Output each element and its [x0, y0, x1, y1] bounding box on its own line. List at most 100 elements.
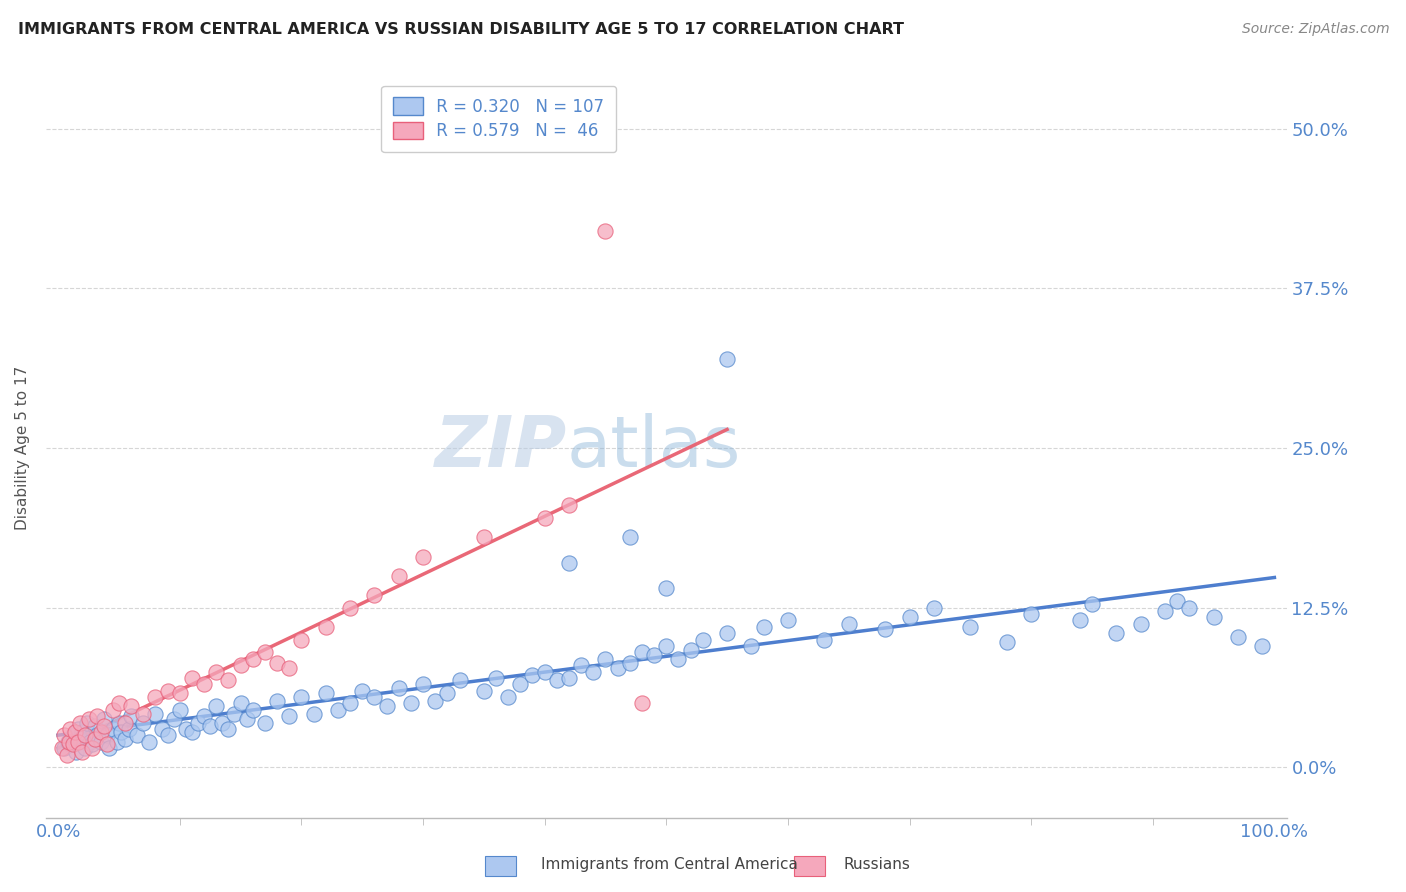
Point — [79, 735, 101, 749]
Y-axis label: Disability Age 5 to 17: Disability Age 5 to 17 — [15, 366, 30, 530]
Point — [56, 735, 79, 749]
Point — [66, 722, 89, 736]
Point — [533, 665, 555, 679]
Point — [922, 600, 945, 615]
Point — [72, 724, 94, 739]
Text: ZIP: ZIP — [434, 414, 567, 483]
Point — [558, 556, 581, 570]
Point — [388, 568, 411, 582]
Text: atlas: atlas — [567, 414, 741, 483]
Point — [108, 715, 131, 730]
Point — [93, 719, 115, 733]
Point — [169, 686, 191, 700]
Point — [76, 715, 98, 730]
Legend:  R = 0.320   N = 107,  R = 0.579   N =  46: R = 0.320 N = 107, R = 0.579 N = 46 — [381, 86, 616, 153]
Point — [1081, 597, 1104, 611]
Point — [363, 588, 385, 602]
Point — [229, 697, 252, 711]
Point — [1226, 630, 1249, 644]
Point — [174, 722, 197, 736]
Point — [1129, 617, 1152, 632]
Point — [181, 671, 204, 685]
Point — [1251, 639, 1274, 653]
Point — [156, 683, 179, 698]
Point — [655, 582, 678, 596]
Point — [339, 600, 361, 615]
Point — [63, 724, 86, 739]
Point — [399, 697, 422, 711]
Point — [266, 694, 288, 708]
Point — [1154, 605, 1177, 619]
Point — [1069, 614, 1091, 628]
Point — [838, 617, 860, 632]
Point — [242, 703, 264, 717]
Point — [101, 722, 124, 736]
Point — [339, 697, 361, 711]
Point — [302, 706, 325, 721]
Point — [101, 703, 124, 717]
Text: Immigrants from Central America: Immigrants from Central America — [541, 857, 799, 872]
Point — [127, 728, 149, 742]
Point — [375, 699, 398, 714]
Point — [692, 632, 714, 647]
Point — [631, 645, 654, 659]
Point — [315, 620, 337, 634]
Point — [114, 732, 136, 747]
Point — [181, 724, 204, 739]
Point — [156, 728, 179, 742]
Point — [1166, 594, 1188, 608]
Point — [73, 728, 96, 742]
Point — [96, 737, 118, 751]
Point — [169, 703, 191, 717]
Point — [86, 728, 108, 742]
Point — [606, 661, 628, 675]
Point — [205, 699, 228, 714]
Point — [110, 724, 132, 739]
Point — [96, 728, 118, 742]
Point — [412, 677, 434, 691]
Point — [1105, 626, 1128, 640]
Point — [959, 620, 981, 634]
Point — [619, 656, 641, 670]
Point — [315, 686, 337, 700]
Point — [290, 690, 312, 704]
Text: IMMIGRANTS FROM CENTRAL AMERICA VS RUSSIAN DISABILITY AGE 5 TO 17 CORRELATION CH: IMMIGRANTS FROM CENTRAL AMERICA VS RUSSI… — [18, 22, 904, 37]
Point — [363, 690, 385, 704]
Point — [59, 737, 82, 751]
Point — [496, 690, 519, 704]
Point — [69, 715, 91, 730]
Point — [546, 673, 568, 688]
Point — [436, 686, 458, 700]
Point — [278, 661, 301, 675]
Point — [90, 724, 112, 739]
Point — [485, 671, 508, 685]
Point — [82, 741, 104, 756]
Point — [266, 656, 288, 670]
Point — [875, 623, 897, 637]
Point — [138, 735, 160, 749]
Point — [229, 658, 252, 673]
Point — [569, 658, 592, 673]
Point — [472, 530, 495, 544]
Point — [224, 706, 246, 721]
Point — [53, 728, 76, 742]
Point — [51, 741, 73, 756]
Point — [235, 712, 257, 726]
Point — [449, 673, 471, 688]
Point — [1178, 600, 1201, 615]
Point — [114, 715, 136, 730]
Point — [619, 530, 641, 544]
Point — [558, 671, 581, 685]
Point — [193, 677, 215, 691]
Point — [412, 549, 434, 564]
Point — [668, 652, 690, 666]
Point — [120, 709, 142, 723]
Point — [120, 699, 142, 714]
Point — [740, 639, 762, 653]
Point — [679, 642, 702, 657]
Point — [163, 712, 186, 726]
Point — [253, 645, 276, 659]
Point — [83, 732, 105, 747]
Point — [86, 709, 108, 723]
Point — [509, 677, 531, 691]
